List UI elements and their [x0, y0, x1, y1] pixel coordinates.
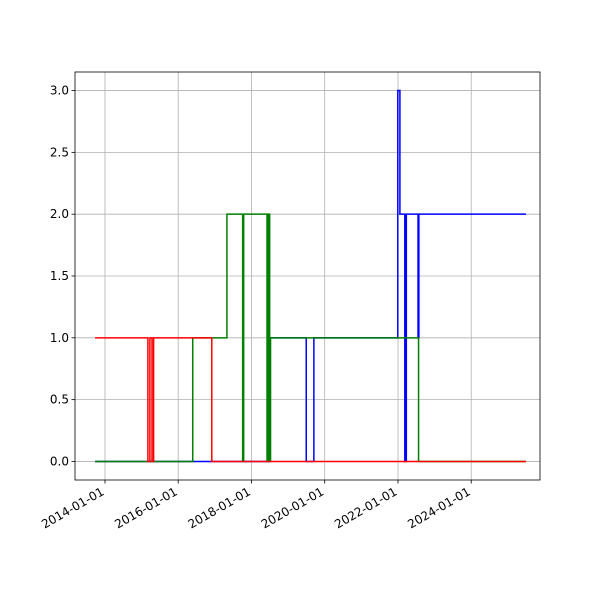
y-tick-label: 1.0: [50, 331, 69, 345]
x-tick-label: 2014-01-01: [39, 484, 106, 531]
y-tick-label: 1.5: [50, 269, 69, 283]
x-tick-label: 2022-01-01: [332, 484, 399, 531]
y-tick-label: 2.0: [50, 207, 69, 221]
x-tick-label: 2024-01-01: [405, 484, 472, 531]
y-tick-label: 0.5: [50, 393, 69, 407]
y-tick-label: 2.5: [50, 145, 69, 159]
x-tick-label: 2018-01-01: [186, 484, 253, 531]
y-tick-label: 0.0: [50, 454, 69, 468]
plot-frame: [74, 71, 541, 481]
series-line: [95, 213, 527, 463]
series-line: [95, 337, 527, 463]
y-tick-label: 3.0: [50, 84, 69, 98]
x-tick-label: 2016-01-01: [112, 484, 179, 531]
x-tick-label: 2020-01-01: [259, 484, 326, 531]
